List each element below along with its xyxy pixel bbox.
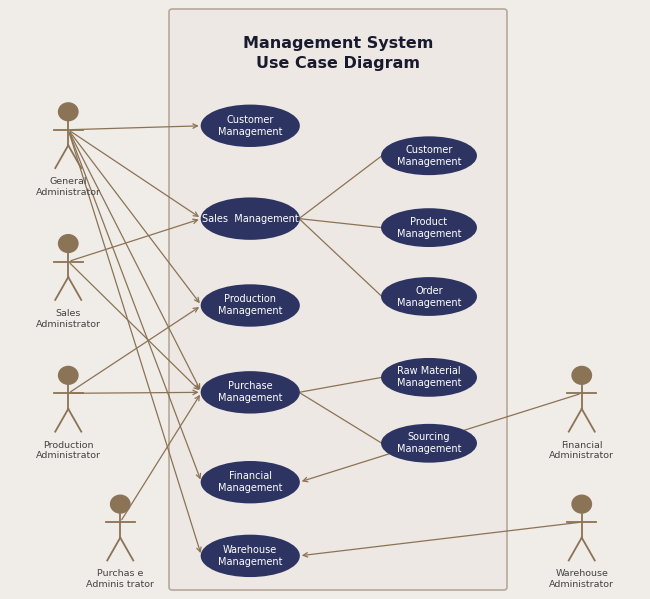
Text: Production
Administrator: Production Administrator xyxy=(36,441,101,461)
Text: Financial
Administrator: Financial Administrator xyxy=(549,441,614,461)
Circle shape xyxy=(58,234,79,253)
Ellipse shape xyxy=(382,209,476,246)
Text: Raw Material
Management: Raw Material Management xyxy=(396,367,462,388)
Text: Production
Management: Production Management xyxy=(218,295,283,316)
Ellipse shape xyxy=(202,198,299,239)
Text: General
Administrator: General Administrator xyxy=(36,177,101,197)
Circle shape xyxy=(58,102,79,122)
Text: Customer
Management: Customer Management xyxy=(396,145,462,167)
Circle shape xyxy=(110,495,131,514)
Ellipse shape xyxy=(382,359,476,396)
Ellipse shape xyxy=(382,137,476,174)
Ellipse shape xyxy=(202,536,299,576)
Text: Warehouse
Management: Warehouse Management xyxy=(218,545,283,567)
Ellipse shape xyxy=(382,425,476,462)
Circle shape xyxy=(571,495,592,514)
Text: Purchas e
Adminis trator: Purchas e Adminis trator xyxy=(86,570,154,589)
FancyBboxPatch shape xyxy=(169,9,507,590)
Ellipse shape xyxy=(202,285,299,326)
Text: Product
Management: Product Management xyxy=(396,217,462,238)
Text: Customer
Management: Customer Management xyxy=(218,115,283,137)
Ellipse shape xyxy=(382,278,476,315)
Text: Sales  Management: Sales Management xyxy=(202,214,298,223)
Text: Financial
Management: Financial Management xyxy=(218,471,283,493)
Ellipse shape xyxy=(202,105,299,146)
Text: Sourcing
Management: Sourcing Management xyxy=(396,432,462,454)
Text: Order
Management: Order Management xyxy=(396,286,462,307)
Text: Management System
Use Case Diagram: Management System Use Case Diagram xyxy=(243,36,433,71)
Ellipse shape xyxy=(202,372,299,413)
Text: Warehouse
Administrator: Warehouse Administrator xyxy=(549,570,614,589)
Circle shape xyxy=(571,366,592,385)
Text: Purchase
Management: Purchase Management xyxy=(218,382,283,403)
Circle shape xyxy=(58,366,79,385)
Ellipse shape xyxy=(202,462,299,503)
Text: Sales
Administrator: Sales Administrator xyxy=(36,309,101,329)
